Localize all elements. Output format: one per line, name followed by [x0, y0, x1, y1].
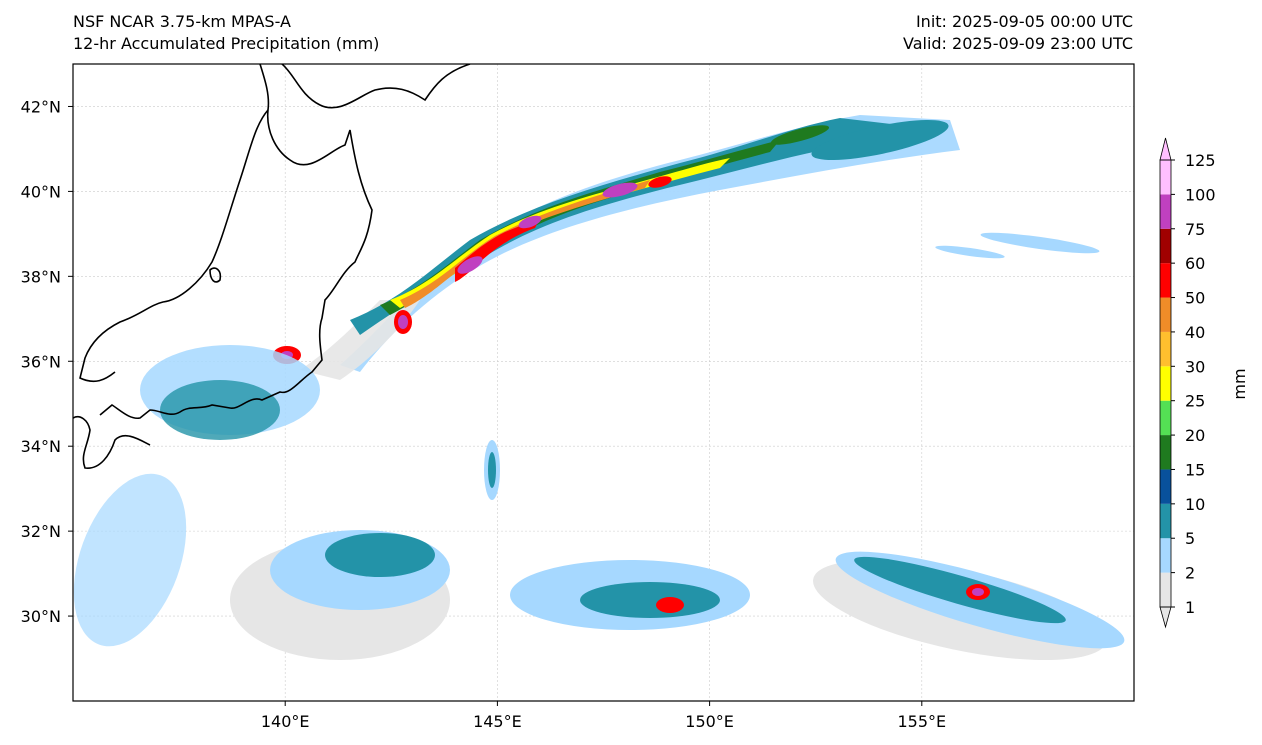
colorbar-level-label: 100 — [1185, 185, 1216, 204]
colorbar-frame — [1159, 159, 1172, 608]
lat-tick-label: 42°N — [21, 97, 61, 116]
colorbar-segment — [1160, 160, 1171, 195]
rain-band-east — [980, 232, 1100, 254]
coastlines — [73, 64, 471, 469]
colorbar-segment — [1160, 503, 1171, 539]
colorbar-level-label: 50 — [1185, 289, 1205, 308]
rain-cluster-south-mid-core — [580, 582, 720, 618]
rain-band-ne-tail2 — [770, 125, 830, 145]
colorbar-segment — [1160, 297, 1171, 332]
colorbar-level-label: 20 — [1185, 426, 1205, 445]
colorbar-unit-label: mm — [1230, 368, 1249, 399]
colorbar-level-label: 75 — [1185, 220, 1205, 239]
lon-tick-label: 150°E — [685, 712, 734, 731]
map-frame — [72, 63, 1135, 702]
precipitation-field — [73, 64, 1125, 661]
colorbar-level-label: 30 — [1185, 357, 1205, 376]
colorbar-segment — [1160, 228, 1171, 264]
rain-max-6 — [398, 315, 408, 329]
lon-tick-label: 140°E — [261, 712, 310, 731]
colorbar-segment — [1160, 194, 1171, 229]
coastline-hokkaido — [281, 64, 471, 109]
model-title: NSF NCAR 3.75-km MPAS-A — [73, 12, 291, 31]
lat-tick-label: 34°N — [21, 437, 61, 456]
rain-max-1 — [457, 256, 483, 274]
rain-cluster-sw-streaks — [73, 473, 187, 647]
colorbar-level-label: 1 — [1185, 598, 1195, 617]
colorbar-segment — [1160, 538, 1171, 573]
rain-band-core-red — [455, 218, 540, 282]
colorbar-level-label: 15 — [1185, 460, 1205, 479]
colorbar-segment — [1160, 400, 1171, 436]
rain-max-3 — [602, 182, 638, 198]
colorbar-level-label: 2 — [1185, 564, 1195, 583]
coastline-shikoku-kyushu — [73, 415, 151, 469]
rain-cluster-se-magenta — [972, 588, 984, 596]
colorbar-level-label: 60 — [1185, 254, 1205, 273]
coastline-honshu — [99, 64, 373, 420]
lon-tick-label: 155°E — [897, 712, 946, 731]
lat-tick-label: 36°N — [21, 352, 61, 371]
rain-max-2 — [518, 215, 542, 229]
lon-tick-label: 145°E — [473, 712, 522, 731]
rain-cluster-south-west-core — [325, 533, 435, 577]
rain-band-core-green — [380, 140, 780, 315]
rain-cluster-honshu-core — [160, 380, 280, 440]
rain-band-main-gray — [300, 300, 420, 380]
rain-band-ne-tail — [811, 120, 949, 160]
colorbar-segment — [1160, 366, 1171, 401]
colorbar-level-label: 25 — [1185, 392, 1205, 411]
colorbar-level-label: 125 — [1185, 151, 1216, 170]
field-title: 12-hr Accumulated Precipitation (mm) — [73, 34, 380, 53]
coastline-honshu-north — [79, 109, 269, 383]
lat-tick-label: 32°N — [21, 522, 61, 541]
rain-max-4 — [648, 176, 672, 188]
rain-cluster-south-mid-red — [656, 597, 684, 613]
rain-cluster-isolated-core — [488, 452, 496, 488]
colorbar-extend-min — [1159, 606, 1172, 629]
colorbar-segment — [1160, 435, 1171, 470]
lat-tick-label: 30°N — [21, 607, 61, 626]
init-time: Init: 2025-09-05 00:00 UTC — [915, 12, 1133, 31]
colorbar-level-label: 40 — [1185, 323, 1205, 342]
axis-labels: 140°E 145°E 150°E 155°E 30°N 32°N 34°N 36°N 38°N… — [21, 97, 946, 731]
colorbar-level-label: 5 — [1185, 529, 1195, 548]
colorbar-segment — [1160, 469, 1171, 504]
valid-time: Valid: 2025-09-09 23:00 UTC — [902, 34, 1133, 53]
coastline-sado — [209, 267, 222, 283]
colorbar-extend-max — [1159, 137, 1172, 161]
colorbar-segment — [1160, 263, 1171, 298]
lat-tick-label: 40°N — [21, 182, 61, 201]
rain-cluster-se-core — [854, 556, 1066, 624]
lat-tick-label: 38°N — [21, 267, 61, 286]
rain-band-east2 — [935, 245, 1005, 259]
colorbar-segment — [1160, 572, 1171, 607]
colorbar-level-label: 10 — [1185, 495, 1205, 514]
colorbar-segment — [1160, 331, 1171, 367]
